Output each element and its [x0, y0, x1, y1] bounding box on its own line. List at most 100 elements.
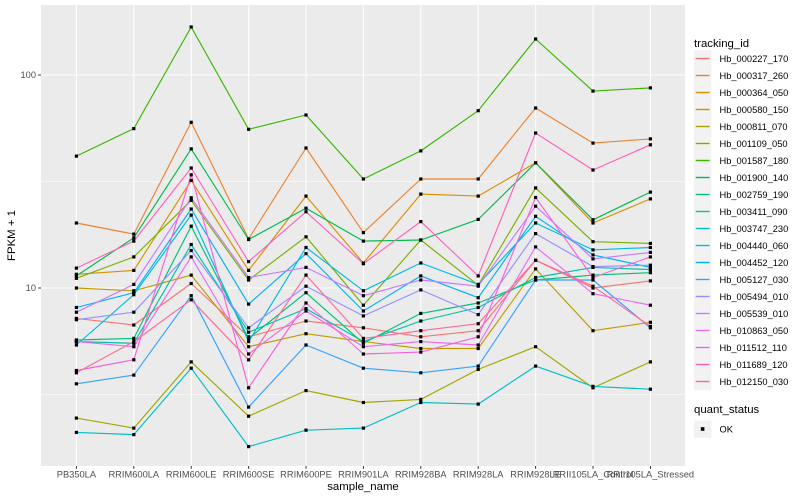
data-point-Hb_000227_170	[419, 335, 423, 339]
data-point-Hb_011512_110	[304, 301, 308, 305]
data-point-Hb_005127_030	[247, 405, 251, 409]
data-point-Hb_001587_180	[74, 154, 78, 158]
data-point-Hb_004452_120	[189, 207, 193, 211]
data-point-Hb_000317_260	[591, 141, 595, 145]
data-point-Hb_004440_060	[534, 221, 538, 225]
data-point-Hb_003411_090	[419, 319, 423, 323]
data-point-Hb_005127_030	[132, 373, 136, 377]
legend-entry-Hb_000364_050: Hb_000364_050	[694, 84, 789, 102]
legend-entry-label: Hb_005127_030	[720, 275, 789, 285]
data-point-Hb_005494_010	[247, 326, 251, 330]
data-point-Hb_011689_120	[189, 166, 193, 170]
data-point-Hb_002759_190	[476, 301, 480, 305]
data-point-Hb_011512_110	[648, 255, 652, 259]
data-point-Hb_000580_150	[534, 267, 538, 271]
data-point-Hb_001587_180	[476, 109, 480, 113]
data-point-Hb_001900_140	[534, 161, 538, 165]
data-point-Hb_005494_010	[132, 310, 136, 314]
legend-entry-label: Hb_000580_150	[720, 105, 789, 115]
data-point-Hb_003747_230	[534, 364, 538, 368]
data-point-Hb_004452_120	[648, 265, 652, 269]
data-point-Hb_000811_070	[304, 389, 308, 393]
data-point-Hb_003747_230	[74, 430, 78, 434]
data-point-Hb_001900_140	[247, 237, 251, 242]
data-point-Hb_001587_180	[591, 89, 595, 93]
data-point-Hb_002759_190	[648, 271, 652, 275]
data-point-Hb_012150_030	[304, 273, 308, 277]
data-point-Hb_003747_230	[648, 387, 652, 391]
data-point-Hb_000580_150	[419, 346, 423, 351]
legend-entry-Hb_005494_010: Hb_005494_010	[694, 288, 789, 306]
data-point-Hb_004452_120	[247, 302, 251, 306]
data-point-Hb_010863_050	[361, 345, 365, 349]
x-tick-label: RRIM600SE	[223, 470, 275, 480]
data-point-Hb_005494_010	[189, 248, 193, 253]
data-point-Hb_012150_030	[591, 284, 595, 288]
gridlines-major	[41, 5, 685, 466]
data-point-Hb_005494_010	[304, 284, 308, 288]
data-point-Hb_000317_260	[74, 221, 78, 225]
legend-entry-label: Hb_000317_260	[720, 71, 789, 81]
data-point-Hb_000580_150	[591, 329, 595, 333]
data-point-Hb_002759_190	[304, 291, 308, 295]
legend-entry-label: Hb_003411_090	[720, 207, 788, 217]
data-point-Hb_011689_120	[419, 220, 423, 224]
x-tick-label: RRII105LA_Control	[553, 470, 634, 480]
legend-entry-Hb_012150_030: Hb_012150_030	[694, 373, 788, 391]
data-point-Hb_001109_050	[648, 241, 652, 245]
x-tick-label: RRIM600PE	[280, 470, 332, 480]
data-point-Hb_004440_060	[361, 289, 365, 293]
data-point-Hb_001587_180	[304, 113, 308, 117]
data-point-Hb_003411_090	[189, 242, 193, 247]
data-point-Hb_000317_260	[419, 177, 423, 181]
legend-entry-Hb_010863_050: Hb_010863_050	[694, 322, 788, 340]
data-point-Hb_000811_070	[189, 360, 193, 364]
data-point-Hb_005494_010	[648, 263, 652, 267]
data-point-Hb_002759_190	[189, 224, 193, 228]
data-point-Hb_000227_170	[132, 323, 136, 327]
x-tick-label: RRIM928BA	[395, 470, 447, 480]
y-tick-label: 100	[20, 70, 36, 80]
data-point-Hb_011512_110	[361, 352, 365, 356]
data-point-Hb_005539_010	[476, 284, 480, 288]
legend-entry-label: Hb_000364_050	[720, 88, 789, 98]
data-point-Hb_012150_030	[648, 324, 652, 328]
data-point-Hb_004452_120	[304, 252, 308, 256]
data-point-Hb_002759_190	[591, 273, 595, 277]
data-point-Hb_005127_030	[419, 371, 423, 375]
data-point-Hb_010863_050	[419, 340, 423, 344]
legend-entry-label: Hb_004440_060	[720, 241, 789, 251]
data-point-Hb_002759_190	[361, 341, 365, 345]
data-point-Hb_012150_030	[132, 340, 136, 344]
data-point-Hb_000317_260	[534, 106, 538, 110]
data-point-Hb_000811_070	[648, 360, 652, 364]
data-point-Hb_003747_230	[247, 445, 251, 449]
data-point-Hb_004440_060	[648, 245, 652, 250]
data-point-Hb_001587_180	[247, 127, 251, 131]
data-point-Hb_005494_010	[419, 288, 423, 292]
data-point-Hb_005539_010	[189, 196, 193, 200]
data-point-Hb_005539_010	[648, 250, 652, 254]
x-tick-label: RRIM600LA	[108, 470, 159, 480]
data-point-Hb_011689_120	[361, 262, 365, 266]
axis-ticks	[38, 74, 651, 469]
data-point-Hb_011689_120	[247, 260, 251, 264]
data-point-Hb_005539_010	[132, 282, 136, 286]
data-point-Hb_011689_120	[534, 131, 538, 135]
data-point-Hb_011512_110	[534, 195, 538, 200]
legend-entry-label: Hb_011512_110	[720, 343, 787, 353]
data-point-Hb_011512_110	[476, 335, 480, 339]
data-point-Hb_000580_150	[74, 286, 78, 290]
data-point-Hb_001109_050	[247, 278, 251, 282]
data-point-Hb_000227_170	[361, 326, 365, 330]
data-point-Hb_005494_010	[591, 265, 595, 269]
data-point-Hb_001587_180	[534, 37, 538, 41]
data-point-Hb_002759_190	[132, 336, 136, 340]
legend-entry-label: Hb_005494_010	[720, 292, 789, 302]
legend-entry-Hb_001587_180: Hb_001587_180	[694, 152, 788, 170]
data-point-Hb_004440_060	[74, 343, 78, 347]
legend-entry-Hb_005539_010: Hb_005539_010	[694, 305, 788, 323]
data-point-Hb_005494_010	[534, 232, 538, 236]
data-point-Hb_012150_030	[361, 336, 365, 340]
